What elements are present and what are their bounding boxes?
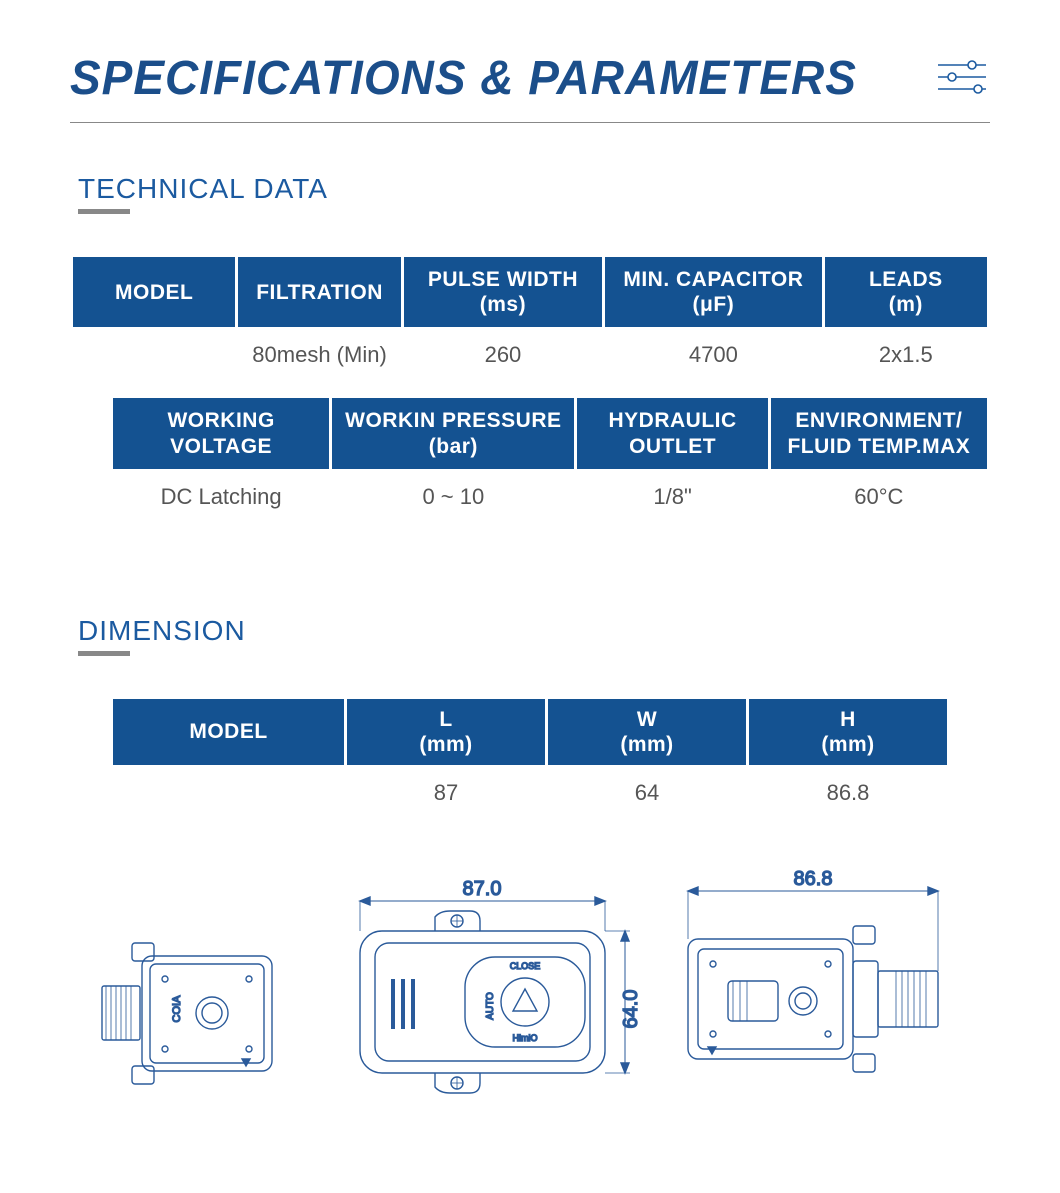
th-model: MODEL	[113, 699, 344, 765]
section-title-technical: TECHNICAL DATA	[70, 173, 990, 205]
technical-table-1: MODEL FILTRATION PULSE WIDTH (ms) MIN. C…	[70, 254, 990, 383]
th-min-capacitor: MIN. CAPACITOR (μF)	[605, 257, 821, 327]
dimension-table: MODEL L (mm) W (mm) H (mm) 87 64 86.8	[110, 696, 950, 821]
td: 86.8	[749, 768, 947, 818]
dimension-section: DIMENSION MODEL L (mm) W (mm) H (mm) 87 …	[70, 615, 990, 1121]
sliders-icon	[934, 57, 990, 97]
svg-text:87.0: 87.0	[463, 878, 502, 900]
th-pulse-width: PULSE WIDTH (ms)	[404, 257, 602, 327]
drawing-side-view-left: COIA	[92, 891, 302, 1121]
table-header-row: WORKING VOLTAGE WORKIN PRESSURE (bar) HY…	[113, 398, 987, 468]
table-header-row: MODEL L (mm) W (mm) H (mm)	[113, 699, 947, 765]
td: 2x1.5	[825, 330, 987, 380]
td: 4700	[605, 330, 821, 380]
th-l: L (mm)	[347, 699, 545, 765]
td: 60°C	[771, 472, 987, 522]
th-model: MODEL	[73, 257, 235, 327]
technical-drawings: COIA 87.0 64.0	[70, 861, 990, 1121]
technical-table-2: WORKING VOLTAGE WORKIN PRESSURE (bar) HY…	[110, 395, 990, 524]
page-title: SPECIFICATIONS & PARAMETERS	[70, 49, 857, 106]
svg-text:64.0: 64.0	[620, 990, 642, 1029]
svg-text:AUTO: AUTO	[485, 992, 496, 1020]
td: 260	[404, 330, 602, 380]
section-underline	[78, 651, 130, 656]
svg-text:COIA: COIA	[171, 995, 183, 1023]
table-header-row: MODEL FILTRATION PULSE WIDTH (ms) MIN. C…	[73, 257, 987, 327]
th-h: H (mm)	[749, 699, 947, 765]
drawing-side-view-right: 86.8	[668, 861, 968, 1121]
table-row: 87 64 86.8	[113, 768, 947, 818]
th-hydraulic-outlet: HYDRAULIC OUTLET	[577, 398, 767, 468]
th-environment-temp: ENVIRONMENT/ FLUID TEMP.MAX	[771, 398, 987, 468]
section-title-dimension: DIMENSION	[70, 615, 990, 647]
technical-data-section: TECHNICAL DATA MODEL FILTRATION PULSE WI…	[70, 173, 990, 525]
td: 1/8"	[577, 472, 767, 522]
th-filtration: FILTRATION	[238, 257, 400, 327]
svg-text:CLOSE: CLOSE	[510, 961, 541, 971]
td: 87	[347, 768, 545, 818]
th-working-voltage: WORKING VOLTAGE	[113, 398, 329, 468]
th-leads: LEADS (m)	[825, 257, 987, 327]
td: DC Latching	[113, 472, 329, 522]
th-w: W (mm)	[548, 699, 746, 765]
td	[113, 768, 344, 818]
table-row: DC Latching 0 ~ 10 1/8" 60°C	[113, 472, 987, 522]
svg-text:86.8: 86.8	[794, 868, 833, 890]
table-row: 80mesh (Min) 260 4700 2x1.5	[73, 330, 987, 380]
page-header: SPECIFICATIONS & PARAMETERS	[70, 50, 990, 123]
svg-text:HimiO: HimiO	[512, 1033, 537, 1043]
td	[73, 330, 235, 380]
drawing-top-view: 87.0 64.0	[325, 861, 645, 1121]
section-underline	[78, 209, 130, 214]
td: 0 ~ 10	[332, 472, 574, 522]
th-working-pressure: WORKIN PRESSURE (bar)	[332, 398, 574, 468]
td: 80mesh (Min)	[238, 330, 400, 380]
td: 64	[548, 768, 746, 818]
